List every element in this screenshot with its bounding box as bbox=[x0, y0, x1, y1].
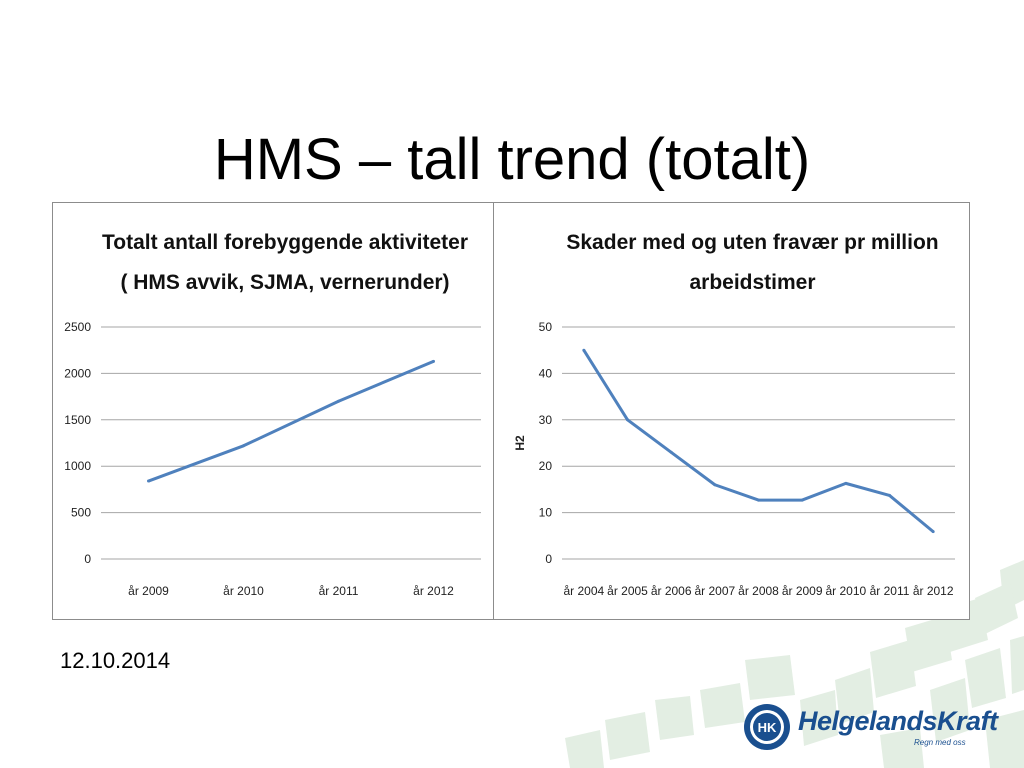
y-tick-label: 20 bbox=[539, 459, 553, 473]
y-tick-label: 2500 bbox=[64, 320, 91, 334]
data-point bbox=[147, 479, 150, 483]
data-point bbox=[713, 483, 717, 487]
x-tick-label: år 2009 bbox=[128, 584, 169, 598]
data-point bbox=[582, 348, 586, 352]
x-tick-label: år 2009 bbox=[782, 584, 823, 598]
data-point bbox=[242, 444, 245, 448]
logo-tagline: Regn med oss bbox=[914, 738, 966, 747]
data-point bbox=[931, 530, 935, 534]
x-tick-label: år 2012 bbox=[413, 584, 454, 598]
y-tick-label: 30 bbox=[539, 413, 553, 427]
chart-panel-activities: Totalt antall forebyggende aktiviteter ( … bbox=[52, 202, 494, 620]
logo-wordmark: HelgelandsKraft bbox=[798, 706, 998, 736]
chart-title-line: Totalt antall forebyggende aktiviteter bbox=[102, 231, 468, 254]
y-tick-label: 1000 bbox=[64, 459, 91, 473]
x-tick-label: år 2011 bbox=[870, 584, 910, 598]
x-tick-label: år 2010 bbox=[223, 584, 264, 598]
chart-title-line: ( HMS avvik, SJMA, vernerunder) bbox=[120, 271, 449, 294]
y-tick-label: 500 bbox=[71, 506, 91, 520]
helgelandskraft-logo: HK HelgelandsKraft Regn med oss bbox=[742, 700, 1002, 754]
x-tick-label: år 2005 bbox=[607, 584, 648, 598]
data-point bbox=[626, 418, 629, 422]
data-point bbox=[432, 359, 435, 363]
y-axis-label: H2 bbox=[513, 435, 527, 451]
chart-title-line: Skader med og uten fravær pr million bbox=[566, 231, 938, 254]
y-tick-label: 10 bbox=[539, 506, 553, 520]
x-tick-label: år 2004 bbox=[563, 584, 604, 598]
x-tick-label: år 2012 bbox=[913, 584, 954, 598]
x-tick-label: år 2010 bbox=[825, 584, 866, 598]
y-tick-label: 40 bbox=[539, 366, 553, 380]
hk-emblem-icon: HK bbox=[744, 704, 790, 750]
chart-panel-injuries: Skader med og uten fravær pr million arbe… bbox=[493, 202, 970, 620]
hk-emblem-letters: HK bbox=[758, 720, 777, 735]
x-tick-label: år 2007 bbox=[694, 584, 735, 598]
x-tick-label: år 2006 bbox=[651, 584, 692, 598]
data-point bbox=[844, 481, 848, 485]
data-point bbox=[800, 498, 804, 502]
y-tick-label: 2000 bbox=[64, 366, 91, 380]
chart-title-line: arbeidstimer bbox=[689, 271, 815, 294]
activities-line-chart: Totalt antall forebyggende aktiviteter ( … bbox=[64, 231, 481, 598]
data-point bbox=[669, 450, 673, 454]
data-point bbox=[337, 399, 340, 403]
series-line bbox=[147, 359, 435, 483]
y-tick-label: 1500 bbox=[64, 413, 91, 427]
series-line bbox=[582, 349, 935, 533]
x-tick-label: år 2008 bbox=[738, 584, 779, 598]
x-tick-label: år 2011 bbox=[319, 584, 359, 598]
data-point bbox=[888, 493, 891, 497]
slide-title: HMS – tall trend (totalt) bbox=[213, 127, 811, 192]
data-point bbox=[757, 498, 760, 502]
footer-date: 12.10.2014 bbox=[60, 648, 171, 673]
injuries-line-chart: Skader med og uten fravær pr million arbe… bbox=[513, 231, 955, 598]
y-tick-label: 0 bbox=[84, 552, 91, 566]
y-tick-label: 0 bbox=[545, 552, 552, 566]
y-tick-label: 50 bbox=[539, 320, 553, 334]
